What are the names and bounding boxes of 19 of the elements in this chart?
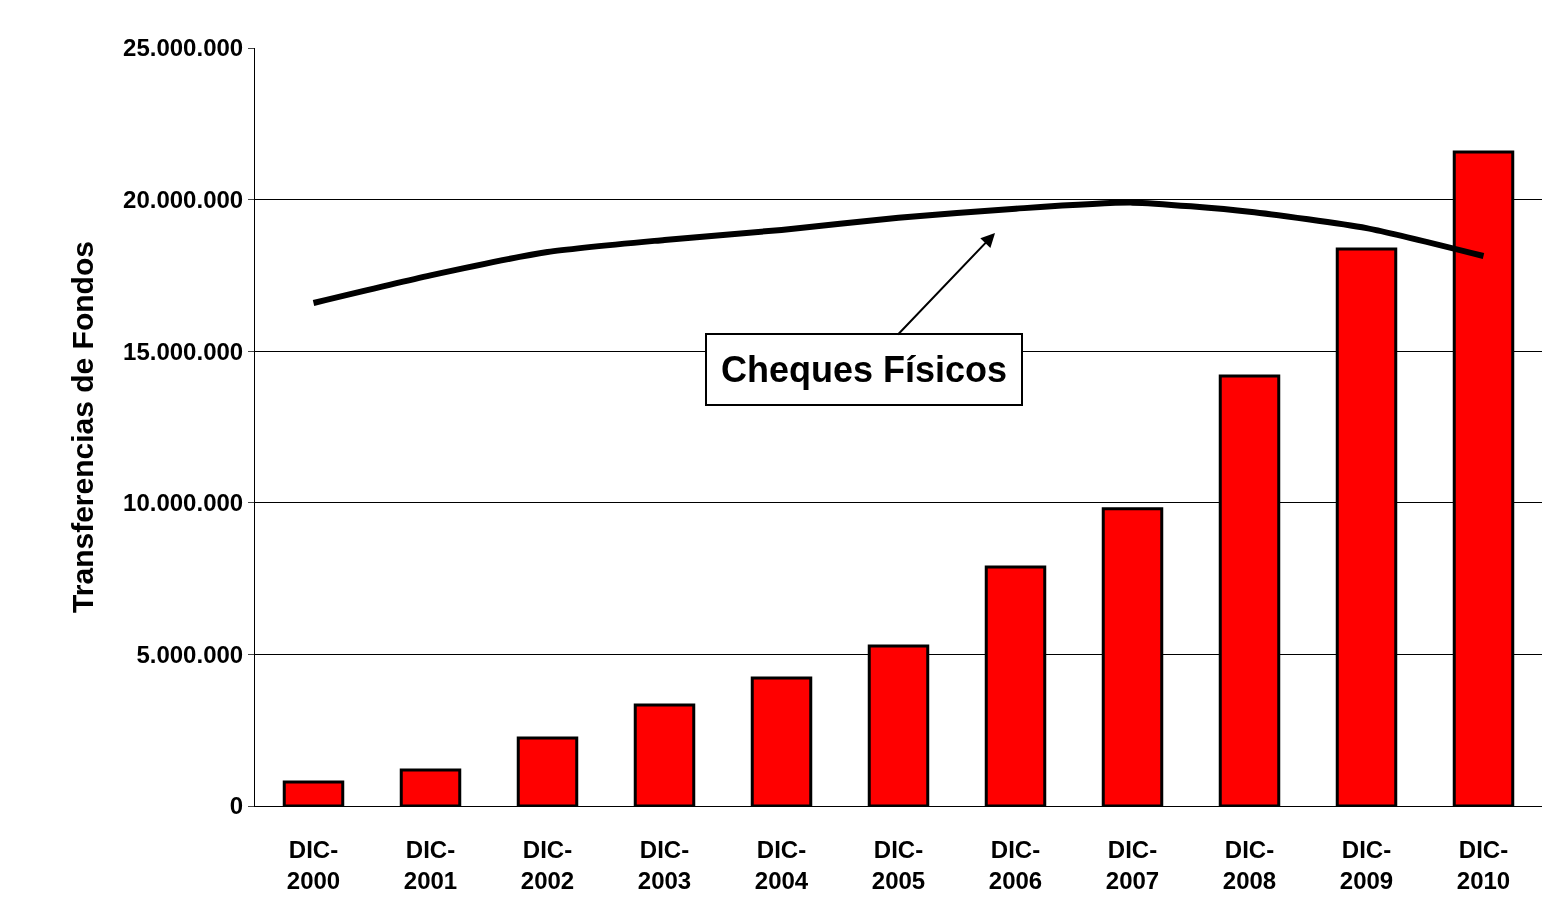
x-tick-label: DIC- 2009 — [1339, 835, 1394, 894]
y-axis-title: Transferencias de Fondos — [66, 241, 100, 613]
y-tick-label: 15.000.000 — [123, 337, 244, 365]
y-tick-label: 5.000.000 — [136, 640, 244, 668]
x-tick-label: DIC- 2002 — [520, 835, 575, 894]
x-tick-label: DIC- 2006 — [988, 835, 1043, 894]
x-tick-label: DIC- 2003 — [637, 835, 692, 894]
x-tick-label: DIC- 2004 — [754, 835, 809, 894]
annotation: Cheques Físicos — [721, 349, 1008, 390]
y-tick-label: 10.000.000 — [123, 489, 244, 517]
y-tick-label: 20.000.000 — [123, 186, 244, 213]
y-tick-label: 25.000.000 — [123, 34, 244, 62]
x-tick-label: DIC- 2001 — [403, 835, 458, 894]
x-tick-label: DIC- 2008 — [1222, 835, 1277, 894]
y-tick-label: 0 — [229, 792, 244, 820]
x-tick-label: DIC- 2005 — [871, 835, 926, 894]
x-tick-label: DIC- 2007 — [1105, 835, 1160, 894]
x-tick-label: DIC- 2000 — [286, 835, 341, 894]
x-tick-label: DIC- 2010 — [1456, 835, 1511, 894]
